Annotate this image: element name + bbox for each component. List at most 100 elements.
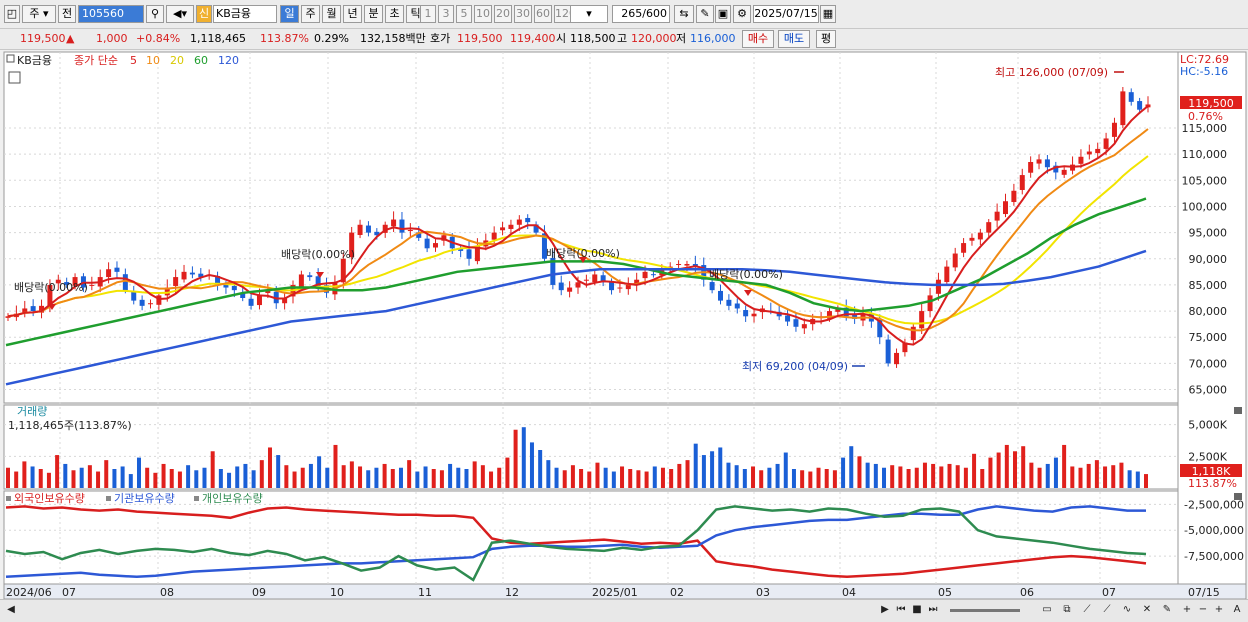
volume-bar — [325, 467, 330, 488]
tool-icon[interactable]: ✎ — [696, 5, 714, 23]
volume-bar — [644, 471, 649, 488]
period-tab-1[interactable]: 주 — [301, 5, 320, 23]
interval-dropdown[interactable]: ▾ — [570, 5, 608, 23]
candle-body — [684, 264, 690, 266]
copy-icon[interactable]: ⧉ — [1063, 604, 1071, 615]
prev-button[interactable]: 전 — [58, 5, 76, 23]
candle-body — [1036, 159, 1042, 164]
period-tab-3[interactable]: 년 — [343, 5, 362, 23]
eval-button[interactable]: 평 — [816, 30, 836, 48]
period-tab-4[interactable]: 분 — [364, 5, 383, 23]
period-tab-0[interactable]: 일 — [280, 5, 299, 23]
low-price: 116,000 — [690, 32, 736, 45]
interval-tab-5[interactable]: 5 — [456, 5, 472, 23]
volume-bar — [857, 456, 862, 488]
period-tab-5[interactable]: 초 — [385, 5, 404, 23]
settings-icon[interactable]: ⚙ — [733, 5, 751, 23]
period-select[interactable]: 주 ▾ — [22, 5, 56, 23]
volume-bar — [865, 462, 870, 488]
candle-body — [525, 217, 531, 223]
candle-body — [1145, 104, 1151, 108]
zoom-in-icon[interactable]: + — [1182, 604, 1192, 615]
date-field[interactable]: 2025/07/15 — [753, 5, 819, 23]
volume-bar — [210, 451, 215, 488]
interval-tab-3[interactable]: 3 — [438, 5, 454, 23]
holding-tick-label: -5,000,000 — [1184, 524, 1244, 537]
sell-button[interactable]: 매도 — [778, 30, 810, 48]
x-tick-label: 04 — [842, 586, 856, 599]
volume-bar — [1070, 466, 1075, 488]
volume-bar — [791, 469, 796, 488]
dividend-annotation-0: 배당락(0.00%) — [14, 281, 88, 294]
chart-type-icon[interactable]: ◰ — [4, 5, 20, 23]
volume-bar — [79, 467, 84, 488]
candle-body — [977, 232, 983, 240]
scroll-left-icon[interactable]: ◀ — [7, 604, 15, 615]
interval-tab-30[interactable]: 30 — [514, 5, 532, 23]
holding-panel — [3, 490, 1179, 585]
candle-body — [181, 271, 187, 280]
zoom-out-icon[interactable]: − — [1198, 604, 1208, 615]
ma20-line — [7, 155, 1149, 325]
candle-body — [642, 271, 648, 279]
interval-tab-20[interactable]: 20 — [494, 5, 512, 23]
edit-tool-icon[interactable]: ✎ — [1162, 604, 1172, 615]
volume-bar — [808, 471, 813, 488]
x-tick-label: 06 — [1020, 586, 1034, 599]
speaker-icon[interactable]: ◀▾ — [166, 5, 194, 23]
trend-tool-icon[interactable]: ⟋ — [1103, 604, 1111, 615]
volume-bar — [963, 467, 968, 488]
scroll-right-icon[interactable]: ▶ — [881, 604, 889, 615]
layout-icon[interactable]: ▭ — [1042, 604, 1052, 615]
volume-bar — [374, 467, 379, 488]
volume-bar — [628, 469, 633, 488]
volume-bar — [947, 463, 952, 488]
interval-tab-10[interactable]: 10 — [474, 5, 492, 23]
candle-body — [1128, 92, 1134, 102]
zoom-slider[interactable] — [950, 609, 1020, 612]
volume-bar — [595, 462, 600, 488]
stop-icon[interactable]: ■ — [912, 604, 922, 615]
candle-body — [902, 342, 908, 353]
font-size-icon[interactable]: A — [1233, 604, 1241, 615]
interval-tab-1[interactable]: 1 — [420, 5, 436, 23]
buy-button[interactable]: 매수 — [742, 30, 774, 48]
interval-tab-60[interactable]: 60 — [534, 5, 552, 23]
volume-ratio: 113.87% — [260, 32, 309, 45]
x-tick-label: 03 — [756, 586, 770, 599]
price-tick-label: 75,000 — [1189, 331, 1228, 344]
line-tool-icon[interactable]: ⟋ — [1083, 604, 1091, 615]
reset-icon[interactable]: + — [1214, 604, 1224, 615]
chart-area[interactable]: 65,000 70,000 75,000 80,000 85,000 90,000 95,0… — [0, 50, 1248, 599]
volume-bar — [1004, 444, 1009, 488]
candle-body — [340, 258, 346, 283]
save-icon[interactable]: ▣ — [715, 5, 731, 23]
volume-bar — [759, 470, 764, 488]
volume-bar — [489, 471, 494, 488]
holding-tick-label: -2,500,000 — [1184, 498, 1244, 511]
scroll-bar[interactable]: ◀ ▶ ⏮ ■ ⏭ ▭ ⧉ ⟋ ⟋ ∿ ✕ ✎ + − + A — [0, 599, 1248, 622]
count-field[interactable]: 265/600 — [612, 5, 670, 23]
compare-icon[interactable]: ⇆ — [674, 5, 694, 23]
last-page-icon[interactable]: ⏭ — [928, 604, 938, 615]
x-tick-label: 05 — [938, 586, 952, 599]
cross-tool-icon[interactable]: ✕ — [1142, 604, 1152, 615]
period-tab-2[interactable]: 월 — [322, 5, 341, 23]
candle-body — [1095, 148, 1101, 154]
code-input[interactable]: 105560 — [78, 5, 144, 23]
first-page-icon[interactable]: ⏮ — [896, 604, 906, 615]
last-volume-marker — [1180, 464, 1242, 477]
dividend-marker-icon — [48, 304, 56, 310]
price-tick-label: 105,000 — [1182, 174, 1228, 187]
candle-body — [877, 319, 883, 338]
x-tick-label: 2025/01 — [592, 586, 638, 599]
search-icon[interactable]: ⚲ — [146, 5, 164, 23]
volume-bar — [980, 469, 985, 488]
calendar-icon[interactable]: ▦ — [820, 5, 836, 23]
wave-tool-icon[interactable]: ∿ — [1122, 604, 1132, 615]
candle-body — [156, 295, 162, 305]
stock-name-field[interactable]: KB금융 — [213, 5, 277, 23]
candle-body — [265, 290, 271, 294]
candle-body — [231, 285, 237, 291]
volume-bar — [276, 455, 281, 488]
